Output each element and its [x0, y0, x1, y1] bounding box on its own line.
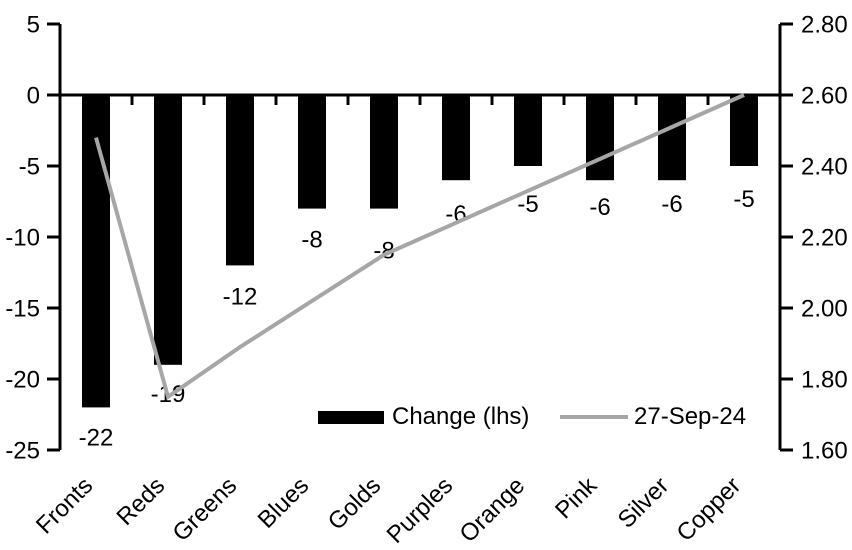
legend-line-swatch — [560, 415, 628, 419]
category-label-reds: Reds — [112, 472, 171, 531]
right-axis-tick-label: 1.80 — [801, 367, 848, 394]
bar-value-label: -22 — [79, 424, 114, 451]
category-label-purples: Purples — [382, 472, 459, 549]
left-axis-tick-label: -5 — [19, 154, 40, 181]
legend-bar-swatch — [318, 410, 384, 424]
bar-greens — [226, 95, 254, 266]
bar-orange — [514, 95, 542, 166]
left-axis-tick-label: -10 — [5, 225, 40, 252]
category-label-fronts: Fronts — [31, 472, 98, 539]
right-axis-tick-label: 2.20 — [801, 225, 848, 252]
bar-value-label: -5 — [733, 186, 754, 213]
left-axis-tick-label: -20 — [5, 367, 40, 394]
bar-blues — [298, 95, 326, 209]
bar-silver — [658, 95, 686, 181]
legend-entry-bars: Change (lhs) — [318, 404, 529, 430]
bar-value-label: -6 — [661, 191, 682, 218]
legend-label-line: 27-Sep-24 — [634, 403, 747, 430]
category-label-blues: Blues — [253, 472, 315, 534]
legend-entry-line: 27-Sep-24 — [560, 404, 746, 430]
bar-value-label: -12 — [223, 283, 258, 310]
left-axis-tick-label: -25 — [5, 438, 40, 465]
right-axis-tick-label: 2.40 — [801, 154, 848, 181]
category-label-golds: Golds — [323, 472, 386, 535]
line-series-27-sep-24 — [94, 93, 745, 401]
bar-golds — [370, 95, 398, 209]
right-axis-tick-label: 2.00 — [801, 296, 848, 323]
bar-copper — [730, 95, 758, 166]
category-label-silver: Silver — [613, 472, 675, 534]
bar-value-label: -5 — [517, 191, 538, 218]
category-label-pink: Pink — [550, 471, 603, 524]
bar-purples — [442, 95, 470, 181]
bar-reds — [154, 95, 182, 365]
right-axis-tick-label: 1.60 — [801, 438, 848, 465]
bar-pink — [586, 95, 614, 181]
right-axis-tick-label: 2.80 — [801, 12, 848, 39]
legend-label-bars: Change (lhs) — [392, 403, 530, 430]
bar-value-label: -6 — [589, 194, 610, 221]
category-label-greens: Greens — [167, 472, 242, 547]
left-axis-tick-label: 0 — [27, 83, 40, 110]
category-label-orange: Orange — [455, 472, 531, 548]
category-label-copper: Copper — [671, 472, 746, 547]
bar-value-label: -8 — [301, 227, 322, 254]
right-axis-tick-label: 2.60 — [801, 83, 848, 110]
bar-fronts — [82, 95, 110, 408]
left-axis-tick-label: 5 — [27, 12, 40, 39]
left-axis-tick-label: -15 — [5, 296, 40, 323]
